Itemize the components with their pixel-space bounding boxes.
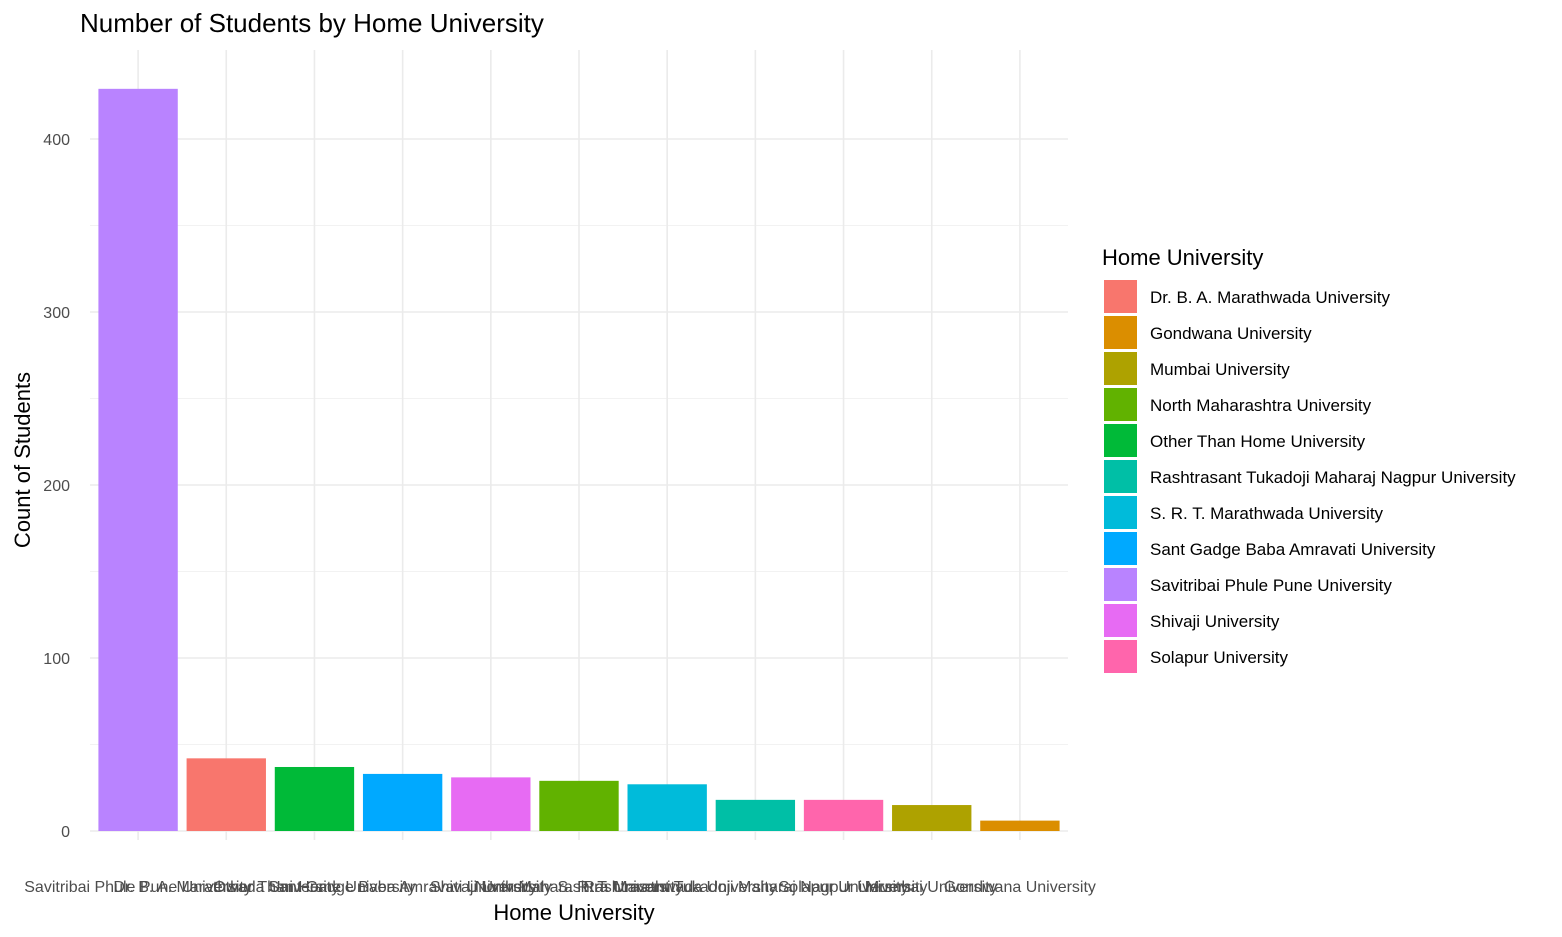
x-tick-label: Rashtrasant Tukadoji Maharaj Nagpur Univ… — [583, 879, 927, 896]
x-tick-label: Sant Gadge Baba Amravati University — [268, 879, 537, 896]
y-axis-title: Count of Students — [10, 372, 35, 548]
y-axis-ticks: 0 100 200 300 400 — [43, 132, 70, 841]
bar — [892, 805, 972, 831]
x-tick-label: North Maharashtra University — [475, 879, 683, 896]
chart-title: Number of Students by Home University — [80, 8, 544, 38]
legend-swatch — [1104, 568, 1137, 601]
legend-label: Solapur University — [1150, 648, 1288, 667]
bar — [803, 799, 884, 831]
bar — [715, 799, 796, 831]
y-tick-label: 400 — [43, 132, 70, 149]
legend-label: Other Than Home University — [1150, 432, 1366, 451]
x-tick-label: S. R. T. Marathwada University — [558, 879, 777, 896]
legend-swatch — [1104, 388, 1137, 421]
bar — [980, 820, 1060, 831]
legend-swatch — [1104, 496, 1137, 529]
y-tick-label: 100 — [43, 651, 70, 668]
legend-swatch — [1104, 352, 1137, 385]
y-tick-label: 300 — [43, 305, 70, 322]
legend-label: Shivaji University — [1150, 612, 1280, 631]
bar — [627, 784, 707, 831]
grid-lines — [90, 50, 1068, 840]
x-tick-label: Other Than Home University — [213, 879, 415, 896]
y-tick-label: 200 — [43, 478, 70, 495]
x-tick-label: Solapur University — [779, 879, 909, 896]
legend-label: North Maharashtra University — [1150, 396, 1372, 415]
legend-label: S. R. T. Marathwada University — [1150, 504, 1384, 523]
legend-swatch — [1104, 280, 1137, 313]
bar — [539, 780, 619, 831]
bar — [274, 766, 355, 831]
x-axis-title: Home University — [493, 900, 654, 925]
x-tick-label: Gondwana University — [944, 879, 1096, 896]
legend-label: Mumbai University — [1150, 360, 1290, 379]
legend-swatch — [1104, 640, 1137, 673]
bar — [362, 773, 443, 831]
x-tick-label: Dr. B. A. Marathwada University — [113, 879, 339, 896]
legend-swatch — [1104, 532, 1137, 565]
x-tick-label: Shivaji University — [430, 879, 552, 896]
x-tick-label: Mumbai University — [866, 879, 998, 896]
bar — [186, 758, 266, 831]
bars — [98, 88, 1060, 831]
legend-title: Home University — [1102, 245, 1263, 270]
x-tick-label: Savitribai Phule Pune University — [24, 879, 252, 896]
legend-label: Gondwana University — [1150, 324, 1312, 343]
legend-swatch — [1104, 424, 1137, 457]
legend-swatch — [1104, 604, 1137, 637]
legend-swatch — [1104, 460, 1137, 493]
y-tick-label: 0 — [61, 824, 70, 841]
legend-label: Savitribai Phule Pune University — [1150, 576, 1392, 595]
legend-label: Sant Gadge Baba Amravati University — [1150, 540, 1436, 559]
legend: Home University Dr. B. A. Marathwada Uni… — [1102, 245, 1516, 673]
bar — [98, 88, 178, 831]
legend-label: Dr. B. A. Marathwada University — [1150, 288, 1390, 307]
bar — [451, 777, 531, 831]
legend-label: Rashtrasant Tukadoji Maharaj Nagpur Univ… — [1150, 468, 1516, 487]
legend-swatch — [1104, 316, 1137, 349]
